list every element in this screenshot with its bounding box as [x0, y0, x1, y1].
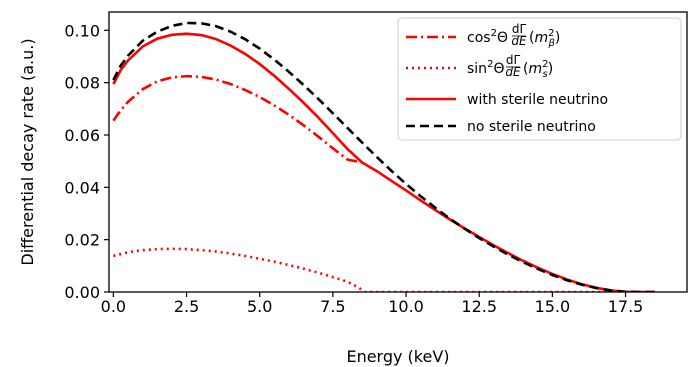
y-tick-label: 0.04 [64, 178, 100, 197]
legend-label-sin2: sin2Θ dΓ dE (m2 s) [467, 53, 553, 80]
svg-text:(m2s): (m2 s) [523, 59, 553, 80]
series-sin2-line [113, 247, 655, 292]
x-tick-label: 12.5 [461, 297, 497, 316]
y-tick-label: 0.00 [64, 283, 100, 302]
x-axis-title: Energy (keV) [346, 347, 449, 366]
y-tick-label: 0.10 [64, 21, 100, 40]
svg-text:dE: dE [505, 65, 521, 79]
x-tick-label: 10.0 [388, 297, 424, 316]
svg-text:dΓ: dΓ [506, 53, 521, 67]
legend-label-with-sterile: with sterile neutrino [467, 92, 608, 108]
svg-text:dΓ: dΓ [512, 22, 527, 36]
series-cos2-line [112, 74, 363, 164]
y-axis-ticks: 0.00 0.02 0.04 0.06 0.08 0.10 [64, 21, 109, 302]
y-axis-title: Differential decay rate (a.u.) [18, 38, 37, 265]
legend-box [397, 17, 682, 141]
series-no-sterile-line [112, 21, 658, 292]
svg-text:dE: dE [511, 34, 527, 48]
x-tick-label: 7.5 [320, 297, 345, 316]
x-tick-label: 5.0 [247, 297, 272, 316]
x-tick-label: 15.0 [535, 297, 571, 316]
legend: cos2Θ dΓ dE (m2 β) sin2Θ dΓ dE (m2 s) with… [397, 17, 682, 141]
x-tick-label: 17.5 [608, 297, 644, 316]
x-axis-ticks: 0.0 2.5 5.0 7.5 10.0 12.5 15.0 17.5 [101, 292, 644, 316]
svg-text:(m2β): (m2 β) [529, 28, 560, 49]
y-tick-label: 0.06 [64, 126, 100, 145]
series-with-sterile-line [112, 32, 655, 292]
series-layer [112, 21, 658, 292]
y-tick-label: 0.02 [64, 231, 100, 250]
svg-text:cos2Θ: cos2Θ [467, 28, 508, 46]
x-tick-label: 0.0 [101, 297, 126, 316]
legend-label-cos2: cos2Θ dΓ dE (m2 β) [467, 22, 560, 49]
svg-text:sin2Θ: sin2Θ [467, 59, 504, 77]
legend-label-no-sterile: no sterile neutrino [467, 119, 596, 135]
y-tick-label: 0.08 [64, 74, 100, 93]
x-tick-label: 2.5 [174, 297, 199, 316]
plot-frame [108, 11, 688, 293]
